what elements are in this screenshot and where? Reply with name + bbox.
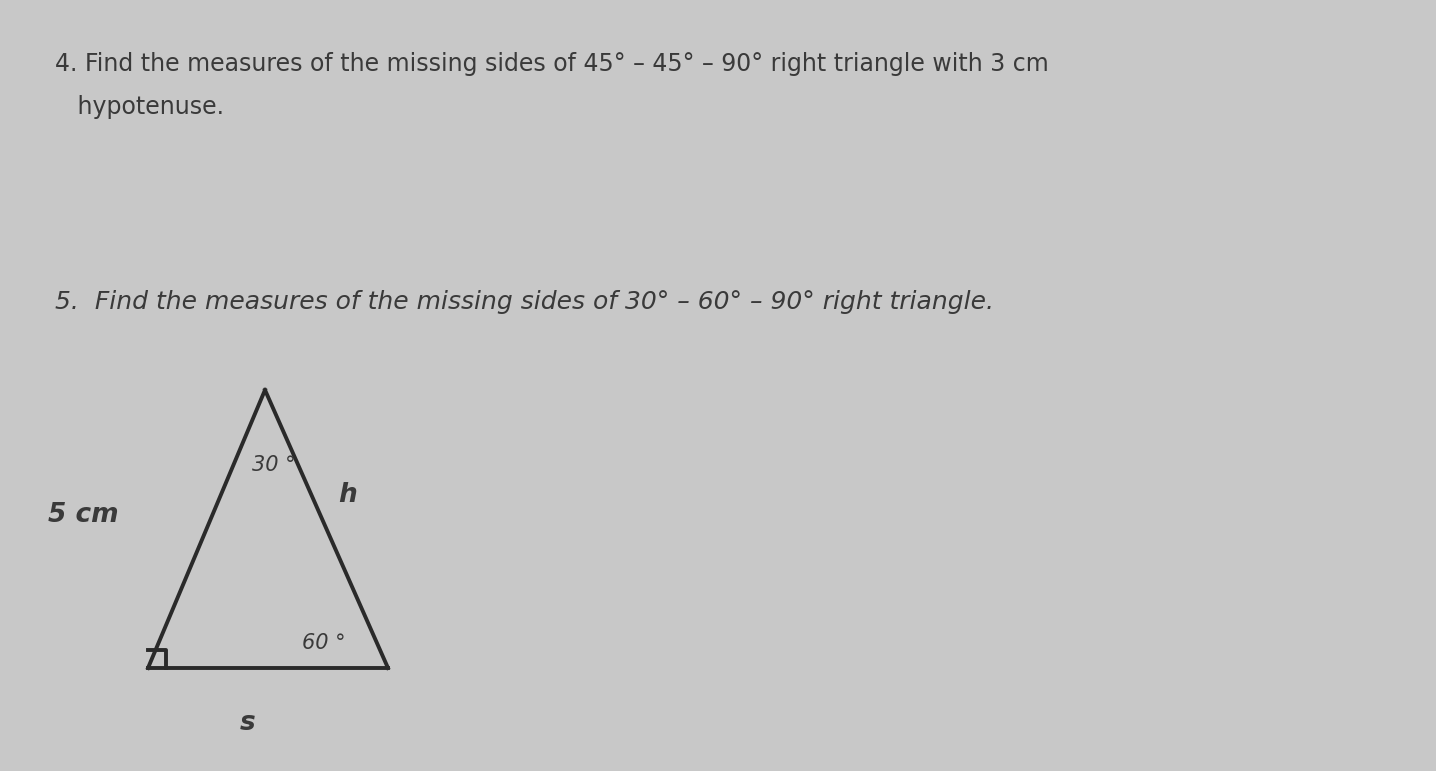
Text: h: h	[337, 482, 356, 508]
Text: 5.  Find the measures of the missing sides of 30° – 60° – 90° right triangle.: 5. Find the measures of the missing side…	[55, 290, 994, 314]
Text: hypotenuse.: hypotenuse.	[55, 95, 224, 119]
Text: s: s	[240, 710, 256, 736]
Text: 4. Find the measures of the missing sides of 45° – 45° – 90° right triangle with: 4. Find the measures of the missing side…	[55, 52, 1048, 76]
Text: 5 cm: 5 cm	[47, 502, 119, 528]
Text: 30 °: 30 °	[251, 455, 296, 475]
Text: 60 °: 60 °	[302, 633, 346, 653]
